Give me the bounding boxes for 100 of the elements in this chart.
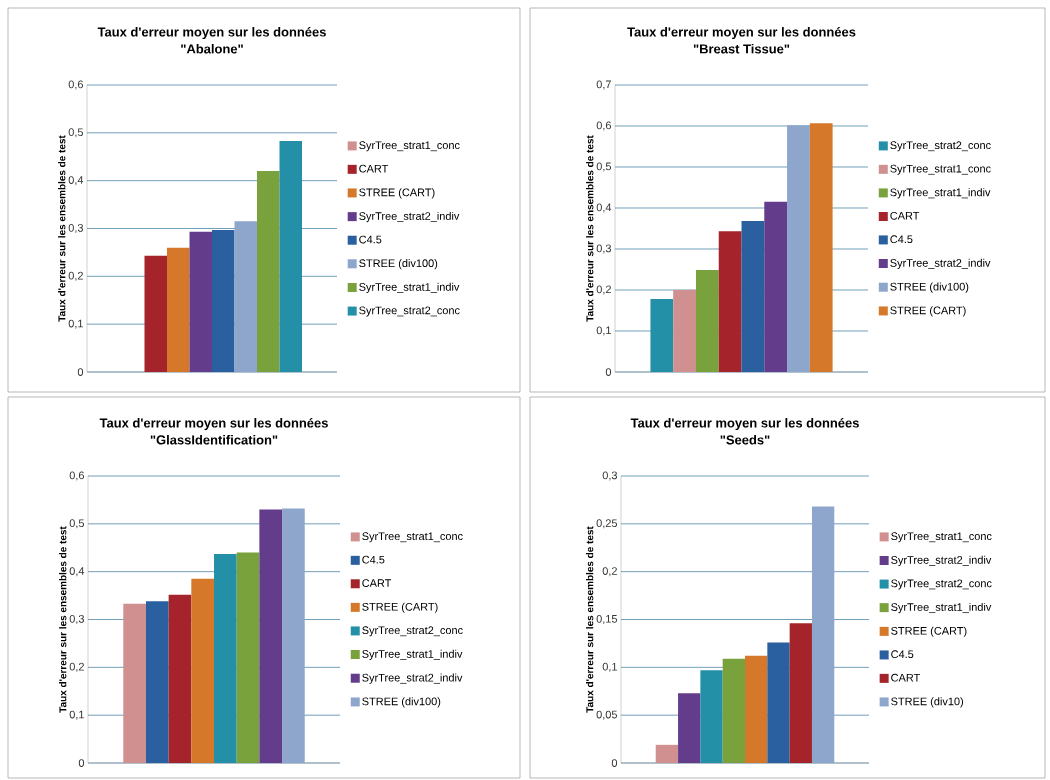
y-tick-label: 0,2	[602, 567, 617, 577]
bar	[809, 123, 833, 372]
bar	[145, 601, 169, 763]
legend-label: SyrTree_strat2_indiv	[362, 673, 463, 684]
legend-label: SyrTree_strat1_indiv	[362, 649, 463, 660]
y-tick-label: 0,1	[596, 326, 611, 336]
legend-label: SyrTree_strat2_conc	[891, 579, 992, 590]
bar	[741, 221, 765, 372]
bar	[191, 578, 214, 763]
y-tick-label: 0,5	[596, 162, 612, 172]
bar	[282, 508, 305, 763]
legend-label: SyrTree_strat2_indiv	[891, 555, 992, 566]
legend-label: SyrTree_strat2_conc	[362, 626, 463, 637]
legend-label: SyrTree_strat2_indiv	[359, 211, 460, 223]
chart-title: Taux d'erreur moyen sur les données	[97, 26, 326, 40]
y-tick-label: 0	[605, 368, 612, 376]
y-tick-label: 0,1	[68, 319, 83, 329]
y-tick-label: 0,5	[69, 519, 85, 529]
legend-label: SyrTree_strat2_indiv	[890, 258, 991, 269]
y-tick-label: 0,2	[68, 271, 83, 281]
y-tick-label: 0,1	[602, 662, 617, 672]
legend-label: C4.5	[359, 235, 382, 244]
chart-title: Taux d'erreur moyen sur les données	[630, 417, 859, 431]
chart-subtitle: "GlassIdentification"	[150, 434, 278, 445]
y-tick-label: 0,3	[69, 614, 84, 625]
bar	[811, 506, 835, 763]
legend-label: SyrTree_strat1_indiv	[891, 602, 992, 614]
legend-label: CART	[891, 673, 921, 682]
bar	[764, 201, 788, 372]
legend-label: STREE (CART)	[359, 188, 435, 199]
y-tick-label: 0,4	[69, 567, 85, 577]
legend-label: SyrTree_strat2_conc	[359, 306, 460, 317]
y-tick-label: 0,1	[69, 710, 84, 720]
legend-label: C4.5	[890, 235, 913, 244]
bar	[259, 509, 283, 763]
bar	[167, 247, 190, 372]
y-tick-label: 0,3	[68, 223, 83, 234]
bar	[650, 299, 674, 372]
legend-label: SyrTree_strat1_conc	[890, 164, 991, 175]
legend-label: STREE (div10)	[891, 697, 964, 708]
bar	[678, 693, 701, 763]
y-axis-title: Taux d'erreur sur les ensembles de test	[586, 526, 594, 713]
legend-label: SyrTree_strat1_conc	[891, 532, 992, 543]
bar	[189, 231, 212, 372]
legend-label: CART	[890, 211, 920, 220]
bar	[257, 171, 280, 372]
bar	[168, 594, 192, 763]
bar	[695, 269, 719, 372]
y-tick-label: 0,4	[68, 176, 84, 186]
y-tick-label: 0,15	[596, 614, 618, 625]
y-tick-label: 0	[78, 759, 85, 767]
y-axis-title: Taux d'erreur sur les ensembles de test	[58, 135, 66, 322]
bar	[673, 290, 696, 372]
legend-label: C4.5	[362, 555, 385, 564]
bar	[144, 255, 167, 372]
legend-label: STREE (CART)	[362, 602, 438, 613]
bar	[212, 229, 235, 372]
legend-label: CART	[362, 579, 392, 587]
chart-title: Taux d'erreur moyen sur les données	[99, 417, 328, 431]
chart-subtitle: "Abalone"	[181, 43, 243, 54]
y-tick-label: 0,3	[602, 471, 617, 481]
bar	[789, 623, 812, 763]
legend-label: STREE (div100)	[890, 282, 969, 293]
legend-label: STREE (CART)	[890, 306, 966, 317]
y-tick-label: 0,3	[596, 244, 611, 254]
y-tick-label: 0	[611, 759, 618, 767]
y-tick-label: 0,6	[596, 121, 611, 131]
bar	[214, 553, 237, 763]
bar	[722, 658, 746, 763]
chart-title: Taux d'erreur moyen sur les données	[627, 26, 856, 40]
bar	[787, 125, 810, 372]
bar	[700, 670, 723, 763]
y-tick-label: 0,7	[596, 80, 611, 90]
legend-label: SyrTree_strat1_indiv	[359, 282, 460, 293]
y-tick-label: 0,2	[69, 662, 84, 672]
legend-label: STREE (div100)	[362, 697, 441, 708]
legend-label: STREE (CART)	[891, 626, 967, 637]
bar	[236, 552, 260, 763]
legend-label: C4.5	[891, 650, 914, 659]
bar	[767, 642, 790, 763]
chart-subtitle: "Breast Tissue"	[693, 43, 790, 54]
y-tick-label: 0,6	[69, 471, 84, 481]
bar	[745, 655, 768, 763]
legend-label: SyrTree_strat1_conc	[359, 141, 460, 152]
y-tick-label: 0,2	[596, 285, 611, 295]
y-tick-label: 0,6	[68, 80, 83, 90]
legend-label: CART	[359, 164, 389, 173]
y-tick-label: 0	[77, 368, 84, 376]
legend-label: SyrTree_strat1_conc	[362, 532, 463, 543]
bar	[123, 603, 146, 763]
y-axis-title: Taux d'erreur sur les ensembles de test	[586, 135, 594, 322]
y-tick-label: 0,5	[68, 128, 84, 138]
legend-label: STREE (div100)	[359, 259, 438, 270]
y-tick-label: 0,05	[596, 710, 618, 720]
chart-subtitle: "Seeds"	[720, 434, 770, 445]
y-tick-label: 0,4	[596, 203, 612, 213]
bar	[234, 221, 257, 372]
bar	[279, 140, 302, 372]
y-tick-label: 0,25	[596, 519, 618, 529]
y-axis-title: Taux d'erreur sur les ensembles de test	[59, 526, 67, 713]
